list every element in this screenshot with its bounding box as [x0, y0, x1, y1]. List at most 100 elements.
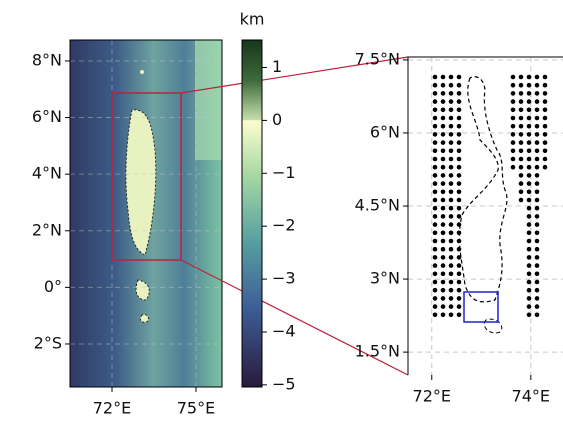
station-dot: [432, 279, 438, 285]
station-dot: [534, 296, 540, 301]
station-dot: [440, 238, 446, 244]
station-dot: [448, 164, 454, 170]
station-dot: [534, 246, 540, 252]
station-dot: [534, 82, 540, 88]
station-dot: [534, 140, 540, 145]
station-dot: [534, 74, 540, 80]
station-dot: [440, 107, 446, 113]
station-dot: [542, 74, 548, 80]
station-dot: [448, 205, 454, 211]
station-dot: [448, 312, 454, 318]
station-dot: [526, 164, 532, 170]
station-dot: [448, 271, 454, 277]
station-dot: [510, 156, 516, 162]
station-dot: [448, 115, 454, 121]
station-dot: [448, 214, 454, 219]
colorbar-positive: [242, 40, 262, 121]
station-dot: [440, 197, 446, 203]
station-dot: [456, 156, 462, 162]
station-dot: [518, 148, 524, 154]
station-dot: [534, 304, 540, 309]
station-dot: [432, 312, 438, 318]
station-dot: [432, 74, 438, 80]
zoom-box: [111, 92, 182, 261]
station-dot: [432, 197, 438, 203]
station-dot: [510, 140, 516, 145]
y-tick-label: 4°N: [32, 164, 62, 183]
station-dot: [432, 123, 438, 129]
station-dot: [456, 296, 462, 301]
y-tick-label: 2°S: [34, 333, 62, 352]
station-dot: [518, 164, 524, 170]
station-dot: [526, 287, 532, 293]
station-dot: [448, 99, 454, 104]
station-dot: [534, 115, 540, 121]
station-dot: [448, 82, 454, 88]
station-dot: [534, 189, 540, 195]
y-tick-label: 0°: [44, 277, 62, 296]
station-dot: [518, 189, 524, 195]
colorbar-tick-label: −1: [272, 163, 296, 182]
inset-frame: [407, 56, 563, 375]
station-dot: [456, 148, 462, 154]
station-dot: [432, 164, 438, 170]
station-dot: [510, 74, 516, 80]
station-dot: [448, 123, 454, 129]
station-dot: [448, 132, 454, 137]
station-dot: [440, 140, 446, 145]
station-dot: [518, 123, 524, 129]
station-dot: [448, 287, 454, 293]
station-dot: [448, 140, 454, 145]
station-dot: [456, 279, 462, 285]
station-dot: [526, 189, 532, 195]
station-dot: [526, 123, 532, 129]
station-dot: [440, 132, 446, 137]
station-dot: [518, 107, 524, 113]
station-dot: [526, 197, 532, 203]
highlight-box: [463, 291, 499, 323]
station-dot: [456, 82, 462, 88]
y-tick-label: 6°N: [32, 107, 62, 126]
station-dot: [456, 107, 462, 113]
atoll-south: [135, 279, 150, 323]
y-tick-label: 8°N: [32, 50, 62, 69]
station-dot: [518, 82, 524, 88]
station-dot: [534, 312, 540, 318]
station-dot: [534, 148, 540, 154]
station-dot: [542, 91, 548, 96]
station-dot: [448, 173, 454, 178]
station-dot: [432, 140, 438, 145]
station-dot: [440, 312, 446, 318]
station-dot: [456, 91, 462, 96]
connector: [180, 56, 409, 94]
station-dot: [510, 132, 516, 137]
station-dot: [542, 99, 548, 104]
station-dot: [432, 230, 438, 236]
station-dot: [448, 91, 454, 96]
station-dot: [440, 74, 446, 80]
atoll-chain: [125, 109, 157, 256]
station-dot: [534, 197, 540, 203]
station-dot: [510, 107, 516, 113]
atoll-outline: [458, 76, 508, 303]
station-dot: [440, 263, 446, 268]
station-dot: [440, 205, 446, 211]
station-dot: [440, 115, 446, 121]
colorbar-negative: [242, 120, 262, 387]
station-dot: [534, 181, 540, 186]
station-dot: [440, 189, 446, 195]
station-dot: [432, 107, 438, 113]
station-dot: [526, 181, 532, 186]
station-dot: [518, 99, 524, 104]
station-dot: [456, 132, 462, 137]
station-dot: [542, 132, 548, 137]
station-dot: [542, 148, 548, 154]
station-dot: [432, 99, 438, 104]
x-tick-label: 72°E: [413, 387, 451, 406]
station-dot: [456, 99, 462, 104]
station-dot: [432, 91, 438, 96]
station-dot: [456, 263, 462, 268]
station-dot: [456, 115, 462, 121]
station-dot: [534, 164, 540, 170]
station-dot: [456, 271, 462, 277]
